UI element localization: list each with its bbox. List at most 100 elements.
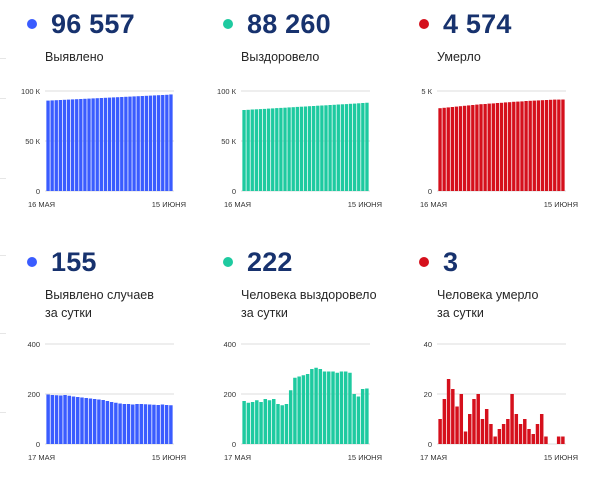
- bar: [131, 404, 135, 444]
- bar: [91, 98, 95, 191]
- bar: [95, 98, 99, 191]
- bar: [272, 399, 276, 444]
- bar: [446, 379, 451, 444]
- bar: [132, 96, 136, 191]
- bar: [287, 107, 291, 191]
- bar: [263, 399, 268, 444]
- bar: [454, 106, 459, 191]
- stat-value: 96 557: [51, 8, 135, 39]
- bar: [46, 100, 50, 191]
- bar: [139, 404, 143, 444]
- x-end-label: 15 ИЮНЯ: [544, 200, 578, 209]
- bar: [242, 401, 246, 444]
- bar: [438, 419, 442, 444]
- y-tick-label: 0: [428, 187, 432, 196]
- bar: [266, 108, 271, 191]
- bar: [152, 404, 156, 444]
- bar: [475, 104, 479, 191]
- stat-label: Умерло: [437, 50, 481, 64]
- chart: 0 5 К 16 МАЯ 15 ИЮНЯ: [420, 87, 578, 209]
- bar: [544, 436, 548, 444]
- bar: [312, 106, 316, 191]
- bar: [271, 108, 275, 191]
- x-start-label: 16 МАЯ: [420, 200, 447, 209]
- bar: [83, 98, 87, 191]
- bar: [348, 103, 353, 191]
- bar: [327, 371, 331, 444]
- y-tick-label: 40: [424, 340, 432, 349]
- bar: [101, 400, 105, 444]
- edge-line: [0, 58, 6, 59]
- bar: [467, 105, 471, 191]
- bar: [87, 98, 91, 191]
- series-dot-icon: [419, 257, 429, 267]
- bar: [451, 389, 455, 444]
- bar: [335, 372, 339, 444]
- x-start-label: 17 МАЯ: [224, 453, 251, 462]
- edge-line: [0, 98, 6, 99]
- bar: [527, 429, 531, 444]
- bar: [535, 424, 540, 444]
- bar: [255, 400, 259, 444]
- bar: [80, 397, 84, 444]
- bar: [344, 104, 349, 191]
- bar: [480, 419, 485, 444]
- bar: [70, 99, 75, 191]
- x-start-label: 16 МАЯ: [28, 200, 55, 209]
- series-dot-icon: [27, 257, 37, 267]
- bar: [297, 376, 301, 444]
- bar: [310, 369, 314, 444]
- bar: [66, 99, 71, 191]
- bar: [518, 424, 523, 444]
- bar: [539, 414, 544, 444]
- bar: [301, 375, 306, 444]
- bar: [246, 402, 251, 444]
- bar: [316, 105, 320, 191]
- bar: [84, 398, 88, 444]
- bar: [63, 395, 67, 444]
- bar: [479, 104, 483, 191]
- bar: [365, 102, 369, 191]
- bar: [497, 429, 502, 444]
- x-start-label: 17 МАЯ: [28, 453, 55, 462]
- bar: [472, 399, 476, 444]
- bar: [136, 96, 140, 191]
- bar: [544, 100, 549, 191]
- bar: [348, 372, 352, 444]
- bar: [54, 100, 58, 191]
- stat-value: 155: [51, 246, 97, 277]
- stat-row: 4 574: [419, 4, 512, 44]
- bar: [361, 103, 365, 191]
- total-cases-panel: 96 557 Выявлено 0 50 К 100 К 16 МАЯ 15 ИЮНЯ: [0, 0, 196, 230]
- bar: [299, 106, 304, 191]
- bar: [254, 109, 259, 191]
- bar: [105, 401, 110, 444]
- bar: [442, 399, 447, 444]
- bar: [135, 404, 139, 444]
- x-start-label: 17 МАЯ: [420, 453, 447, 462]
- bar: [147, 404, 152, 444]
- bar: [124, 96, 128, 191]
- bar: [126, 404, 131, 444]
- bar: [495, 103, 500, 191]
- bar: [476, 394, 480, 444]
- bar: [280, 405, 284, 444]
- bar: [305, 374, 310, 444]
- stat-label: Человека умерло за сутки: [437, 288, 539, 320]
- bar: [279, 107, 283, 191]
- y-tick-label: 200: [223, 390, 236, 399]
- y-tick-label: 20: [424, 390, 432, 399]
- bar: [140, 96, 144, 191]
- chart: 0 200 400 17 МАЯ 15 ИЮНЯ: [27, 340, 186, 462]
- bar: [116, 97, 120, 191]
- bar: [307, 106, 312, 191]
- y-tick-label: 5 К: [421, 87, 432, 96]
- bar: [561, 436, 565, 444]
- bar: [169, 94, 173, 191]
- bar: [483, 104, 487, 191]
- y-tick-label: 50 К: [221, 137, 236, 146]
- bar: [336, 104, 340, 191]
- bar: [50, 395, 55, 444]
- bar: [501, 424, 506, 444]
- bar: [103, 97, 108, 191]
